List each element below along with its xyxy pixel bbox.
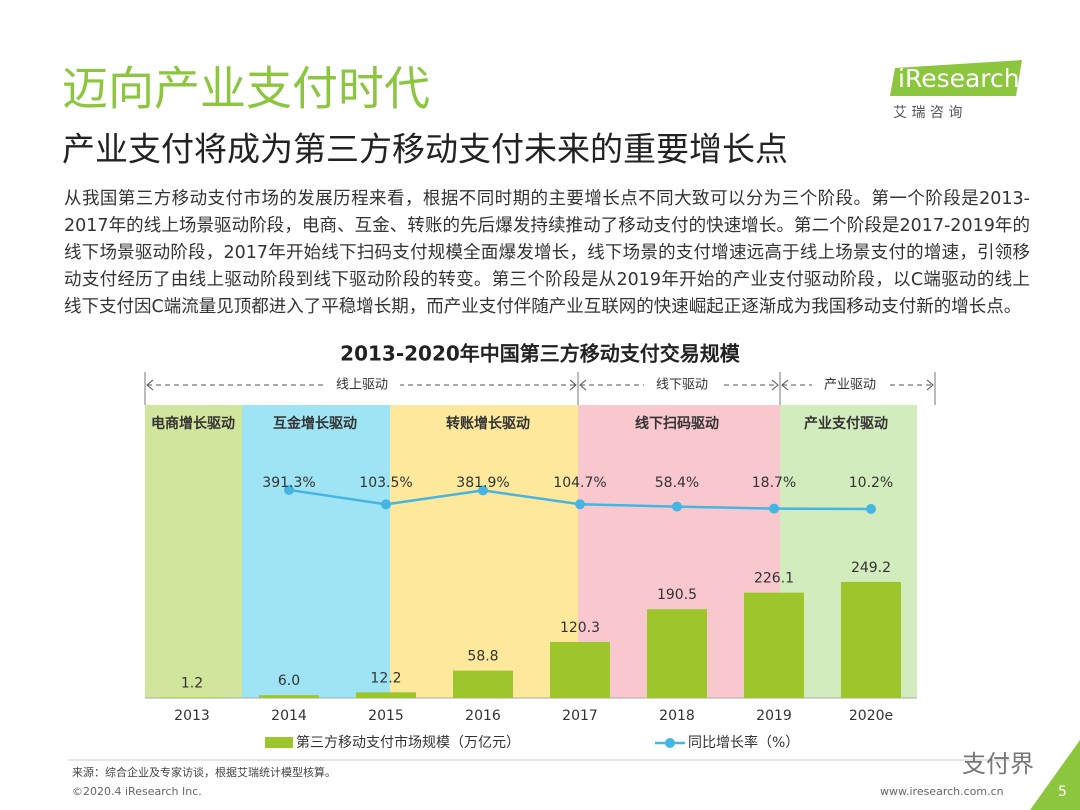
legend-label: 同比增长率（%） <box>688 734 799 751</box>
corner <box>1030 740 1080 810</box>
stage-label: 线上驱动 <box>336 378 388 393</box>
growth-point <box>478 485 488 496</box>
stage-label: 产业驱动 <box>824 378 876 393</box>
phase-label: 电商增长驱动 <box>151 415 235 432</box>
bar-label: 120.3 <box>560 620 600 636</box>
x-tick-label: 2013 <box>174 708 210 724</box>
growth-point <box>672 501 682 512</box>
arrow-head <box>579 379 587 391</box>
phase-band <box>390 405 578 698</box>
stage-label: 线下驱动 <box>656 378 708 393</box>
bar-label: 226.1 <box>754 571 794 587</box>
bar <box>259 695 319 698</box>
legend-label: 第三方移动支付市场规模（万亿元） <box>296 734 520 751</box>
bar <box>356 692 416 698</box>
arrow-head <box>146 379 154 391</box>
arrow-head <box>781 379 789 391</box>
slide-subtitle: 产业支付将成为第三方移动支付未来的重要增长点 <box>62 130 788 169</box>
x-tick-label: 2016 <box>465 708 501 724</box>
bar-label: 190.5 <box>657 587 697 603</box>
legend-dot <box>665 738 675 748</box>
arrow-head <box>569 379 577 391</box>
phase-band <box>242 405 390 698</box>
bar-label: 1.2 <box>181 675 203 691</box>
growth-point <box>381 499 391 510</box>
growth-label: 391.3% <box>262 475 315 491</box>
url: www.iresearch.com.cn <box>880 785 1004 798</box>
growth-point <box>575 499 585 510</box>
bar <box>550 641 610 698</box>
bar-label: 249.2 <box>851 560 891 576</box>
watermark: 支付界 <box>962 750 1034 778</box>
growth-point <box>769 503 779 514</box>
growth-point <box>284 484 294 495</box>
growth-label: 381.9% <box>456 475 509 491</box>
paragraph: 从我国第三方移动支付市场的发展历程来看，根据不同时期的主要增长点不同大致可以分为… <box>64 189 1030 317</box>
bar <box>647 609 707 698</box>
growth-label: 18.7% <box>752 475 796 491</box>
arrow-head <box>771 379 779 391</box>
bar <box>453 670 513 698</box>
slide-title: 迈向产业支付时代 <box>62 62 430 116</box>
bar <box>162 697 222 698</box>
phase-band <box>145 405 242 698</box>
logo-sub: 艾 瑞 咨 询 <box>893 105 962 121</box>
stage-label-bg <box>812 375 888 395</box>
bar-label: 12.2 <box>370 670 401 686</box>
x-tick-label: 2020e <box>849 708 893 724</box>
phase-label: 线下扫码驱动 <box>635 415 719 432</box>
chart: 电商增长驱动 互金增长驱动 转账增长驱动 线下扫码驱动 产业支付驱动 线上驱动 线下驱动 产业… <box>144 372 936 751</box>
phase-label: 产业支付驱动 <box>804 415 888 432</box>
stage-label-bg <box>324 375 400 395</box>
x-tick-label: 2014 <box>271 708 307 724</box>
growth-point <box>866 503 876 514</box>
chart-title: 2013-2020年中国第三方移动支付交易规模 <box>340 342 741 366</box>
growth-label: 10.2% <box>849 475 893 491</box>
page-number: 5 <box>1058 784 1067 800</box>
growth-label: 103.5% <box>359 475 412 491</box>
phase-label: 互金增长驱动 <box>273 415 357 432</box>
bar <box>841 581 901 698</box>
growth-label: 104.7% <box>553 475 606 491</box>
bar <box>744 592 804 698</box>
x-tick-label: 2019 <box>756 708 792 724</box>
growth-label: 58.4% <box>655 475 699 491</box>
bar-label: 58.8 <box>467 649 498 665</box>
source: 来源：综合企业及专家访谈，根据艾瑞统计模型核算。 <box>72 765 336 779</box>
logo: iResearch <box>898 64 1020 93</box>
x-tick-label: 2017 <box>562 708 598 724</box>
bar-label: 6.0 <box>278 673 300 689</box>
arrow-head <box>926 379 934 391</box>
logo-bg <box>890 60 1022 96</box>
legend-swatch <box>265 737 293 748</box>
x-tick-label: 2015 <box>368 708 404 724</box>
copyright: ©2020.4 iResearch Inc. <box>72 785 202 798</box>
stage-label-bg <box>644 375 720 395</box>
x-tick-label: 2018 <box>659 708 695 724</box>
phase-label: 转账增长驱动 <box>446 415 530 432</box>
